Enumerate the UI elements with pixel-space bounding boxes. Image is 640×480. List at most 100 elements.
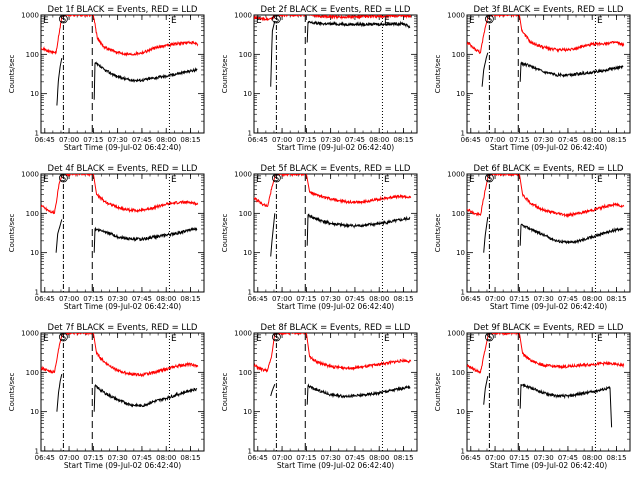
x-axis-label: Start Time (09-Jul-02 06:42:40) [64,461,181,470]
x-tick-label: 06:45 [248,295,268,303]
axes-frame [466,14,631,134]
x-tick-label: 08:15 [393,136,413,144]
marker-label: S [61,174,67,184]
panel-title: Det 4f BLACK = Events, RED = LLD [48,164,198,174]
axes-frame [253,173,418,293]
marker-label-left: E [469,334,475,344]
x-tick-label: 08:00 [369,454,389,462]
x-tick-label: 08:00 [582,295,602,303]
x-tick-label: 07:00 [485,454,505,462]
data-layer [254,333,412,405]
panel-3: Det 3f BLACK = Events, RED = LLD 1 10 100 10… [434,5,631,152]
y-tick-label: 1 [461,289,465,297]
x-tick-label: 08:15 [606,136,626,144]
x-tick-label: 07:45 [345,454,365,462]
series-line-events [306,20,411,43]
y-axis-label: Counts/sec [434,55,442,94]
series-line-events [270,384,276,397]
x-tick-label: 07:45 [132,454,152,462]
y-tick-label: 100 [239,369,252,377]
y-tick-label: 1 [461,130,465,138]
x-tick-label: 07:45 [132,295,152,303]
marker-label: E [597,175,603,185]
series-line-events [519,383,613,428]
marker-label: S [61,333,67,343]
marker-label-left: E [43,175,49,185]
x-tick-label: 07:45 [558,454,578,462]
x-tick-label: 08:15 [606,454,626,462]
marker-circle [271,173,281,183]
axes-frame [466,173,631,293]
x-tick-label: 07:00 [485,295,505,303]
y-axis-label: Counts/sec [434,214,442,253]
axes-frame [466,332,631,452]
marker-circle [484,14,494,24]
x-tick-label: 07:30 [321,136,341,144]
marker-label: E [171,334,177,344]
series-line-events [306,383,411,405]
x-tick-label: 08:15 [180,295,200,303]
x-tick-label: 07:15 [509,295,529,303]
marker-circle [58,332,68,342]
x-tick-label: 06:45 [461,454,481,462]
x-tick-label: 07:15 [296,295,316,303]
marker-label: S [274,174,280,184]
series-line-lld [467,15,625,55]
y-tick-label: 1 [248,289,252,297]
panel-8: Det 8f BLACK = Events, RED = LLD 1 10 100 10… [221,323,418,470]
x-tick-label: 07:45 [132,136,152,144]
x-tick-label: 08:00 [156,295,176,303]
y-tick-label: 100 [452,51,465,59]
x-tick-label: 08:00 [156,136,176,144]
y-tick-label: 100 [26,369,39,377]
panel-title: Det 1f BLACK = Events, RED = LLD [48,5,198,15]
panel-4: Det 4f BLACK = Events, RED = LLD 1 10 100 10… [8,164,205,311]
marker-circle [58,173,68,183]
x-tick-label: 07:45 [345,136,365,144]
x-tick-label: 08:00 [156,454,176,462]
marker-label: S [274,333,280,343]
series-line-events [270,213,276,257]
series-line-events [481,52,489,87]
y-axis-label: Counts/sec [8,214,16,253]
data-layer [41,15,199,106]
x-tick-label: 07:15 [296,136,316,144]
y-axis-label: Counts/sec [8,373,16,412]
x-tick-label: 06:45 [248,454,268,462]
axes-frame [253,14,418,134]
y-tick-label: 100 [26,51,39,59]
axes-frame [40,332,205,452]
panel-title: Det 9f BLACK = Events, RED = LLD [474,323,624,333]
y-axis-label: Counts/sec [8,55,16,94]
marker-label: E [384,175,390,185]
x-tick-label: 08:15 [393,454,413,462]
data-layer [41,174,199,253]
series-line-lld [254,174,412,208]
y-axis-label: Counts/sec [221,373,229,412]
x-axis-label: Start Time (09-Jul-02 06:42:40) [277,461,394,470]
x-tick-label: 08:00 [369,136,389,144]
marker-label: E [384,334,390,344]
y-tick-label: 10 [30,249,39,257]
marker-label: E [597,16,603,26]
x-tick-label: 07:30 [321,295,341,303]
x-tick-label: 07:00 [59,454,79,462]
series-line-events [56,58,63,106]
y-tick-label: 1 [35,448,39,456]
y-axis-label: Counts/sec [434,373,442,412]
x-axis-label: Start Time (09-Jul-02 06:42:40) [490,143,607,152]
x-tick-label: 06:45 [461,136,481,144]
x-tick-label: 08:15 [606,295,626,303]
x-tick-label: 07:45 [558,295,578,303]
y-tick-label: 1000 [447,12,465,20]
panel-title: Det 7f BLACK = Events, RED = LLD [48,323,198,333]
x-axis-label: Start Time (09-Jul-02 06:42:40) [490,461,607,470]
series-line-lld [41,174,199,215]
y-tick-label: 1 [35,289,39,297]
x-tick-label: 07:30 [108,454,128,462]
series-line-events [93,383,198,412]
axes-frame [253,332,418,452]
series-line-lld [41,15,199,57]
series-line-events [483,217,489,253]
